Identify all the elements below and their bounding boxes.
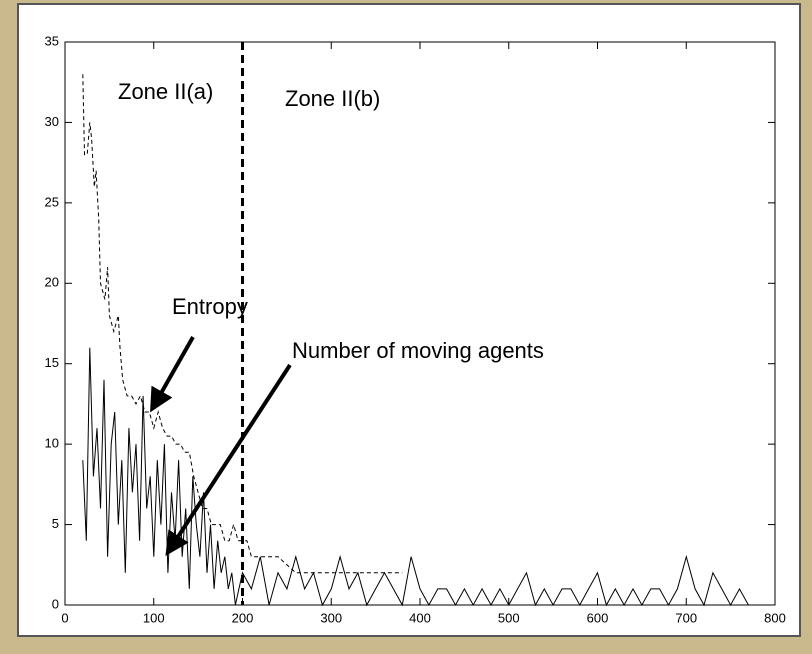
x-tick-label: 600 — [587, 610, 609, 625]
y-tick-label: 25 — [45, 194, 59, 209]
annotation: Number of moving agents — [292, 338, 544, 363]
y-tick-label: 5 — [52, 516, 59, 531]
y-tick-label: 35 — [45, 33, 59, 48]
y-tick-label: 15 — [45, 355, 59, 370]
y-tick-label: 30 — [45, 114, 59, 129]
x-tick-label: 500 — [498, 610, 520, 625]
panel — [17, 3, 801, 637]
y-tick-label: 10 — [45, 436, 59, 451]
x-tick-label: 800 — [764, 610, 786, 625]
arrow — [150, 336, 195, 413]
data-line — [82, 74, 403, 574]
annotation: Zone II(a) — [118, 79, 213, 104]
x-tick-label: 400 — [409, 610, 431, 625]
x-tick-label: 300 — [320, 610, 342, 625]
x-tick-label: 0 — [61, 610, 68, 625]
data-line — [82, 347, 749, 607]
annotation: Entropy — [172, 294, 248, 319]
x-tick-label: 100 — [143, 610, 165, 625]
y-tick-label: 0 — [52, 596, 59, 611]
annotation: Zone II(b) — [285, 86, 380, 111]
x-tick-label: 700 — [675, 610, 697, 625]
x-tick-label: 200 — [232, 610, 254, 625]
y-tick-label: 20 — [45, 275, 59, 290]
